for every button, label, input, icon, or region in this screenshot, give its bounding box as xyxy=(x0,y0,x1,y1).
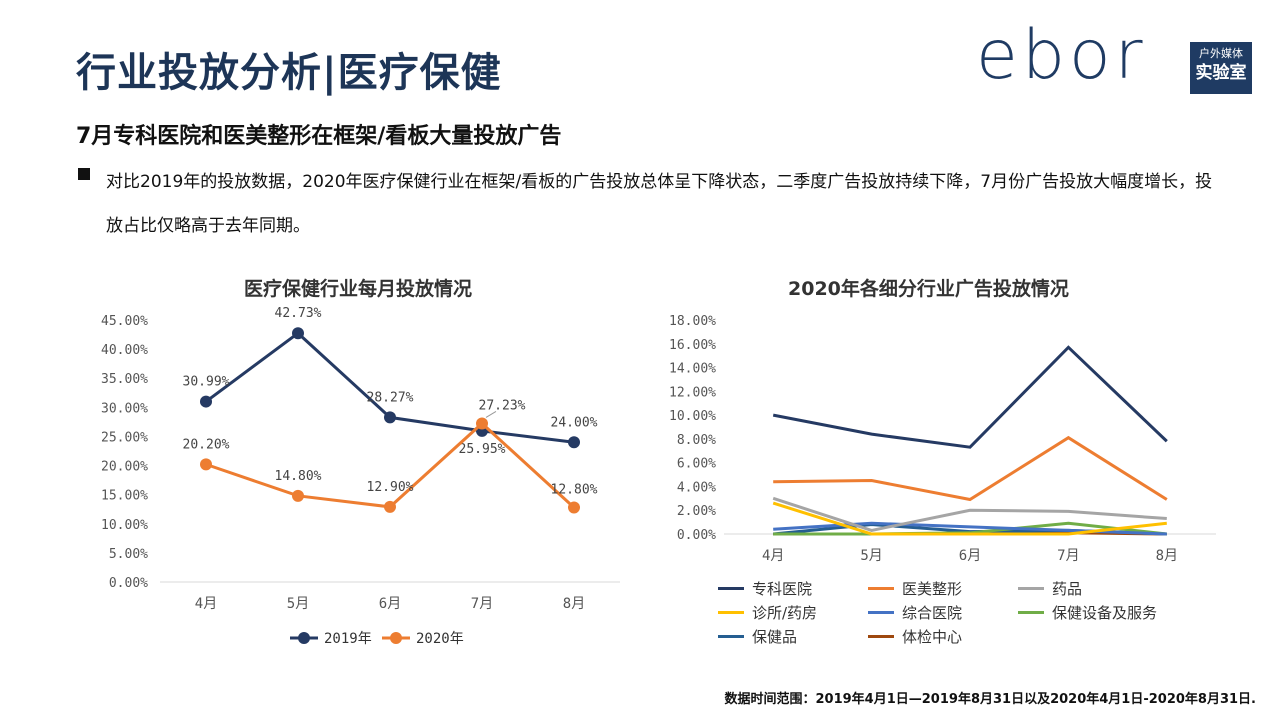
bullet-square-icon xyxy=(78,168,90,180)
segment-investment-chart: 0.00% 2.00% 4.00% 6.00% 8.00% 10.00% 12.00% 14.… xyxy=(669,314,1216,564)
legend-item: 药品 xyxy=(1018,578,1082,599)
x-tick-label: 4月 xyxy=(762,548,784,564)
y-tick-label: 6.00% xyxy=(677,457,716,472)
data-label: 42.73% xyxy=(275,306,322,321)
y-tick-label: 30.00% xyxy=(101,401,148,416)
series-line-医美整形 xyxy=(773,435,1168,502)
data-label: 27.23% xyxy=(479,398,526,413)
legend-item: 专科医院 xyxy=(718,578,812,599)
x-tick-label: 4月 xyxy=(195,596,217,612)
footnote: 数据时间范围：2019年4月1日—2019年8月31日以及2020年4月1日-2… xyxy=(724,692,1256,707)
data-point xyxy=(568,501,580,514)
y-tick-label: 10.00% xyxy=(669,409,716,424)
x-tick-label: 7月 xyxy=(471,596,493,612)
data-label: 20.20% xyxy=(183,437,230,452)
legend-item: 体检中心 xyxy=(868,626,962,647)
y-tick-label: 16.00% xyxy=(669,338,716,353)
series-line-2019年 xyxy=(205,331,575,444)
legend-label: 体检中心 xyxy=(902,628,963,646)
legend-swatch xyxy=(718,635,744,638)
legend-label: 专科医院 xyxy=(752,580,813,598)
legend-item: 综合医院 xyxy=(868,602,962,623)
data-point xyxy=(476,417,488,430)
label-leader-line xyxy=(485,411,497,418)
right-chart-title: 2020年各细分行业广告投放情况 xyxy=(788,278,1069,300)
data-label: 12.90% xyxy=(367,480,414,495)
y-tick-label: 25.00% xyxy=(101,430,148,445)
x-tick-label: 8月 xyxy=(1156,548,1178,564)
x-tick-label: 7月 xyxy=(1057,548,1079,564)
legend-label: 保健设备及服务 xyxy=(1052,604,1158,622)
legend-label: 医美整形 xyxy=(902,580,963,598)
series-line-药品 xyxy=(772,496,1167,532)
y-tick-label: 45.00% xyxy=(101,314,148,329)
legend-item: 诊所/药房 xyxy=(718,602,817,623)
legend-marker xyxy=(390,632,402,644)
data-point xyxy=(200,395,212,408)
data-point xyxy=(568,436,580,449)
y-tick-label: 12.00% xyxy=(669,385,716,400)
x-tick-label: 6月 xyxy=(959,548,981,564)
legend-swatch xyxy=(868,611,894,614)
logo-text: ebor xyxy=(976,16,1147,95)
y-tick-label: 4.00% xyxy=(677,480,716,495)
brand-logo: ebor 户外媒体 实验室 xyxy=(976,22,1256,100)
data-point xyxy=(292,489,304,502)
legend-swatch xyxy=(1018,587,1044,590)
legend-label: 诊所/药房 xyxy=(752,604,818,622)
legend-marker xyxy=(298,632,310,644)
legend-label: 保健品 xyxy=(752,628,798,646)
logo-badge-line2: 实验室 xyxy=(1195,63,1247,83)
data-point xyxy=(384,411,396,424)
y-tick-label: 0.00% xyxy=(677,528,716,543)
legend-label: 药品 xyxy=(1052,580,1083,598)
data-point xyxy=(292,327,304,340)
legend-item: 保健品 xyxy=(718,626,797,647)
data-point xyxy=(384,500,396,513)
y-tick-label: 15.00% xyxy=(101,489,148,504)
data-label: 12.80% xyxy=(551,482,598,497)
series-line-专科医院 xyxy=(772,345,1168,449)
legend-swatch xyxy=(868,587,894,590)
legend-item: 保健设备及服务 xyxy=(1018,602,1157,623)
y-tick-label: 8.00% xyxy=(677,433,716,448)
legend-swatch xyxy=(718,587,744,590)
x-tick-label: 8月 xyxy=(563,596,585,612)
y-tick-label: 18.00% xyxy=(669,314,716,329)
data-point xyxy=(200,458,212,471)
section-subtitle: 7月专科医院和医美整形在框架/看板大量投放广告 xyxy=(76,124,562,149)
y-tick-label: 14.00% xyxy=(669,362,716,377)
page-title: 行业投放分析|医疗保健 xyxy=(76,50,502,96)
legend-swatch xyxy=(1018,611,1044,614)
x-tick-label: 5月 xyxy=(287,596,309,612)
monthly-investment-chart: 0.00% 5.00% 10.00% 15.00% 20.00% 25.00% 30.00%… xyxy=(101,306,620,647)
data-label: 24.00% xyxy=(551,415,598,430)
y-tick-label: 35.00% xyxy=(101,372,148,387)
logo-badge-line1: 户外媒体 xyxy=(1199,47,1243,60)
legend-label: 综合医院 xyxy=(902,604,963,622)
legend-swatch xyxy=(718,611,744,614)
y-tick-label: 2.00% xyxy=(677,504,716,519)
y-tick-label: 0.00% xyxy=(109,576,148,591)
y-tick-label: 20.00% xyxy=(101,460,148,475)
x-tick-label: 5月 xyxy=(860,548,882,564)
data-label: 14.80% xyxy=(275,469,322,484)
legend-label: 2019年 xyxy=(324,631,372,647)
data-label: 28.27% xyxy=(367,390,414,405)
y-tick-label: 10.00% xyxy=(101,518,148,533)
y-tick-label: 40.00% xyxy=(101,343,148,358)
data-label: 25.95% xyxy=(459,442,506,457)
x-tick-label: 6月 xyxy=(379,596,401,612)
legend-label: 2020年 xyxy=(416,631,464,647)
legend-swatch xyxy=(868,635,894,638)
left-chart-title: 医疗保健行业每月投放情况 xyxy=(244,278,473,300)
legend-item: 医美整形 xyxy=(868,578,962,599)
bullet-text: 对比2019年的投放数据，2020年医疗保健行业在框架/看板的广告投放总体呈下降… xyxy=(106,172,1213,236)
y-tick-label: 5.00% xyxy=(109,547,148,562)
series-line-诊所/药房 xyxy=(772,501,1167,536)
data-label: 30.99% xyxy=(183,375,230,390)
logo-badge: 户外媒体 实验室 xyxy=(1190,42,1252,94)
